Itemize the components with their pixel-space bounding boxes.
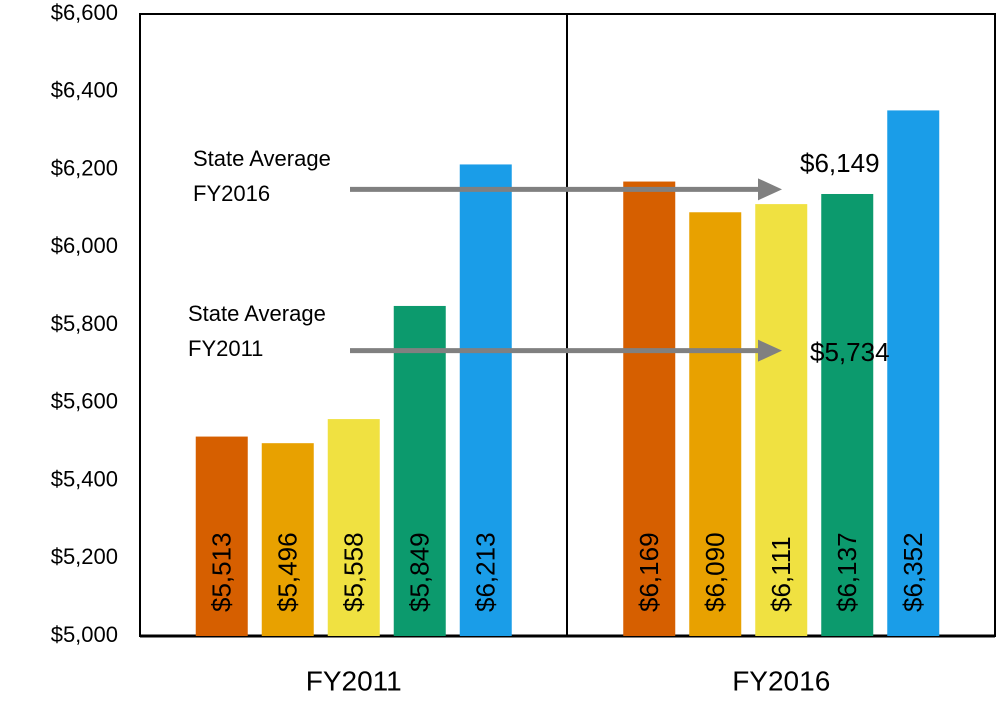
- bar: [393, 305, 446, 636]
- annotation-text: FY2016: [193, 181, 270, 206]
- bar: [261, 443, 314, 636]
- y-tick-label: $5,600: [51, 389, 118, 414]
- x-tick-label: FY2016: [732, 665, 830, 696]
- value-label: $6,213: [471, 532, 501, 612]
- value-label: $5,496: [273, 532, 303, 612]
- annotation-text: State Average: [188, 301, 326, 326]
- bar: [689, 212, 742, 636]
- arrow-head: [758, 178, 782, 201]
- y-tick-label: $5,800: [51, 311, 118, 336]
- y-tick-label: $6,000: [51, 233, 118, 258]
- annotation-text: State Average: [193, 146, 331, 171]
- value-label: $5,513: [207, 532, 237, 612]
- value-label: $5,558: [339, 532, 369, 612]
- y-tick-label: $6,400: [51, 78, 118, 103]
- annotation-value: $5,734: [810, 337, 890, 367]
- bar: [755, 204, 808, 636]
- bar: [195, 436, 248, 636]
- bar: [887, 110, 940, 636]
- value-label: $5,849: [405, 532, 435, 612]
- y-tick-label: $5,000: [51, 622, 118, 647]
- bar: [821, 193, 874, 636]
- arrow-head: [758, 339, 782, 362]
- annotation-text: FY2011: [188, 336, 263, 361]
- bar: [623, 181, 676, 636]
- y-tick-label: $6,600: [51, 0, 118, 25]
- y-tick-label: $6,200: [51, 155, 118, 180]
- x-tick-label: FY2011: [306, 665, 402, 696]
- y-tick-label: $5,200: [51, 544, 118, 569]
- bar: [327, 419, 380, 636]
- bar: [459, 164, 512, 637]
- y-tick-label: $5,400: [51, 466, 118, 491]
- value-label: $6,111: [766, 536, 796, 612]
- value-label: $6,137: [832, 532, 862, 612]
- value-label: $6,352: [898, 532, 928, 612]
- value-label: $6,169: [634, 532, 664, 612]
- value-label: $6,090: [700, 532, 730, 612]
- annotation-value: $6,149: [800, 148, 880, 178]
